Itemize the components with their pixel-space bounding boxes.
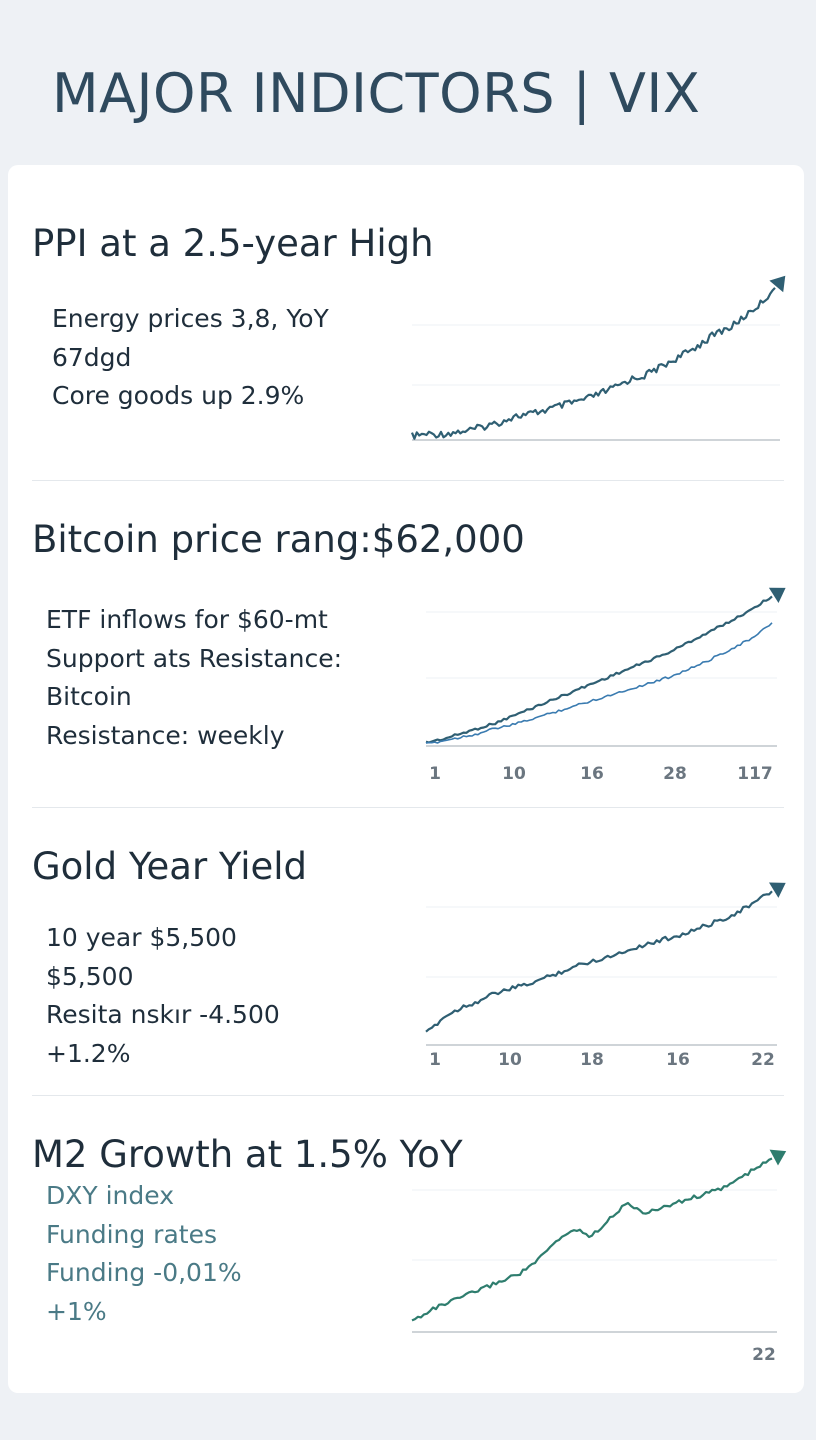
gold-chart: 1 10 18 16 22 [425, 882, 786, 1070]
section-divider [32, 1095, 784, 1096]
trend-arrow-icon [769, 275, 786, 293]
section-lines: DXY index Funding rates Funding -0,01% +… [46, 1177, 242, 1331]
x-tick-label: 10 [502, 764, 526, 784]
section-line: Resistance: weekly [46, 720, 285, 750]
x-tick-label: 16 [666, 1050, 690, 1070]
section-line: Funding -0,01% [46, 1258, 242, 1287]
section-line: DXY index [46, 1181, 174, 1210]
section-divider [32, 480, 784, 481]
x-tick-label: 1 [429, 764, 441, 784]
section-line: Energy prices 3,8, YoY [52, 304, 329, 333]
section-line: 10 year $5,500 [46, 923, 237, 952]
x-tick-label: 28 [663, 764, 687, 784]
trend-arrow-icon [769, 882, 786, 898]
section-title: Gold Year Yield [32, 845, 308, 888]
trend-arrow-icon [768, 587, 786, 603]
bitcoin-section: Bitcoin price rang:$62,000 ETF inflows f… [0, 480, 816, 807]
series-line [410, 287, 776, 440]
section-line: Resita nskır -4.500 [46, 1000, 280, 1029]
section-title: M2 Growth at 1.5% YoY [32, 1133, 463, 1176]
m2-chart: 22 [411, 1149, 787, 1365]
section-line: $5,500 [46, 961, 134, 991]
section-lines: ETF inflows for $60-mt Support ats Resis… [46, 601, 342, 755]
series-line [425, 595, 773, 744]
section-title: Bitcoin price rang:$62,000 [32, 518, 525, 561]
x-tick-label: 1 [429, 1050, 441, 1070]
section-line: Support ats Resistance: [46, 643, 343, 673]
ppi-section: PPI at a 2.5-year High Energy prices 3,8… [0, 165, 816, 480]
section-lines: Energy prices 3,8, YoY 67dgd Core goods … [52, 300, 329, 416]
section-line: Funding rates [46, 1219, 217, 1249]
section-title: PPI at a 2.5-year High [32, 222, 434, 265]
section-line: Bitcoin [46, 682, 132, 711]
trend-arrow-icon [769, 1149, 787, 1166]
page-title: MAJOR INDICTORS | VIX [52, 62, 701, 125]
section-line: +1% [46, 1296, 107, 1326]
bitcoin-chart: 1 10 16 28 117 [425, 587, 786, 784]
x-tick-label: 10 [498, 1050, 522, 1070]
series-line [411, 1157, 773, 1322]
indicators-card [8, 165, 804, 1393]
m2-section: M2 Growth at 1.5% YoY DXY index Funding … [0, 1095, 816, 1393]
x-tick-label: 22 [751, 1050, 775, 1070]
series-line [425, 890, 773, 1033]
section-divider [32, 807, 784, 808]
x-tick-label: 22 [752, 1345, 776, 1365]
section-line: 67dgd [52, 342, 132, 372]
section-lines: 10 year $5,500 $5,500 Resita nskır -4.50… [46, 919, 280, 1073]
section-line: Core goods up 2.9% [52, 381, 305, 410]
x-tick-label: 18 [580, 1050, 604, 1070]
section-line: +1.2% [46, 1038, 131, 1068]
section-line: ETF inflows for $60-mt [46, 605, 328, 634]
x-tick-label: 16 [580, 764, 604, 784]
header: MAJOR INDICTORS | VIX [0, 0, 816, 165]
series-line [425, 622, 773, 744]
ppi-chart [410, 275, 786, 441]
x-tick-label: 117 [737, 764, 773, 784]
gold-section: Gold Year Yield 10 year $5,500 $5,500 Re… [0, 807, 816, 1095]
